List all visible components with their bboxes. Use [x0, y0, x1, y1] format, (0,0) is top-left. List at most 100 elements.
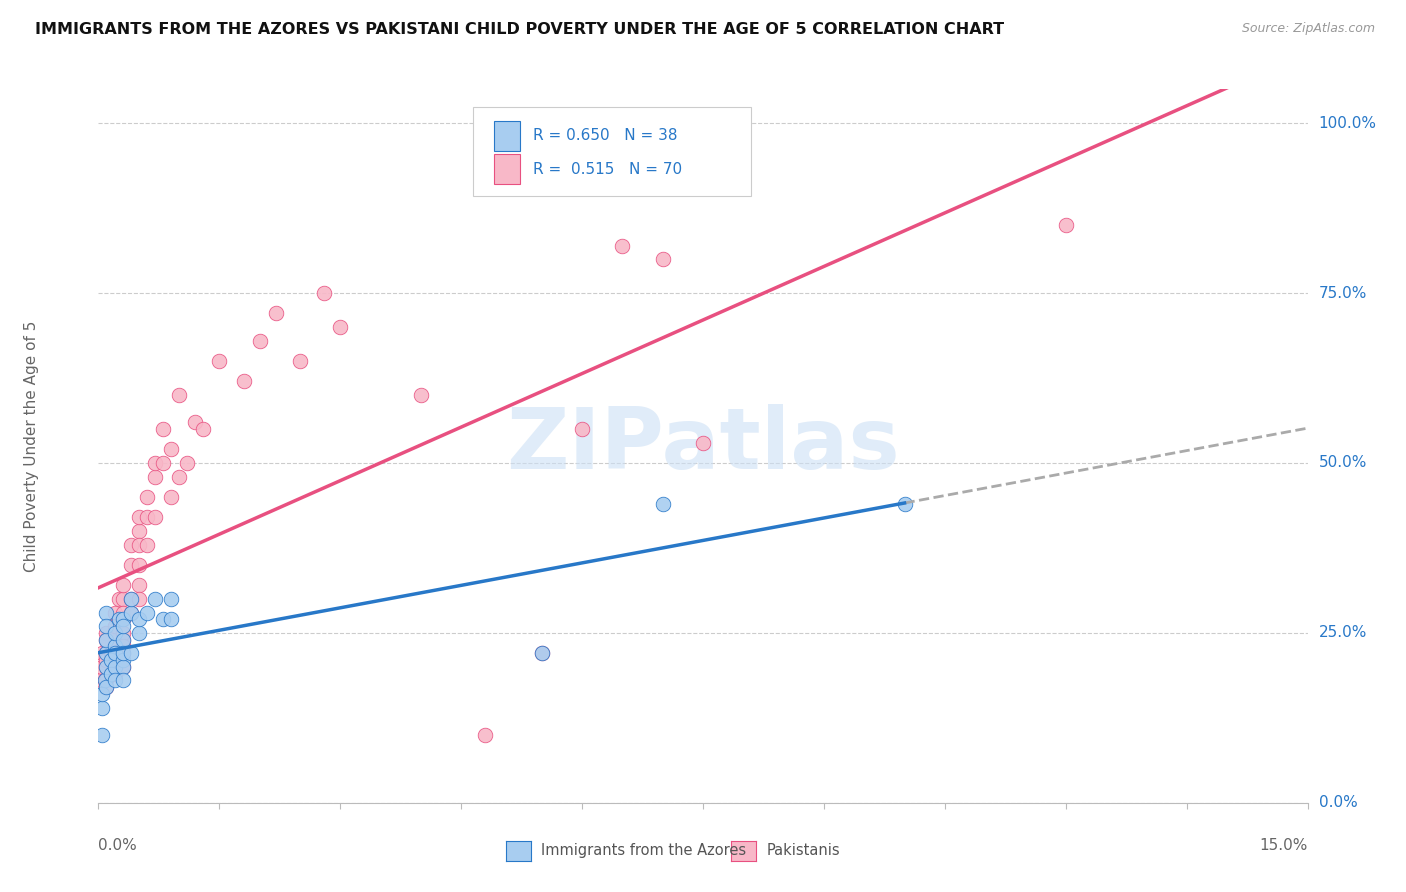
- Point: [314, 286, 336, 301]
- Point: [111, 632, 134, 647]
- Point: [530, 646, 553, 660]
- Point: [103, 626, 125, 640]
- Point: [111, 612, 134, 626]
- Point: [120, 537, 142, 551]
- Point: [111, 606, 134, 620]
- Point: [143, 469, 166, 483]
- Point: [128, 558, 150, 572]
- Point: [103, 619, 125, 633]
- Point: [120, 606, 142, 620]
- Point: [111, 612, 134, 626]
- Point: [96, 653, 118, 667]
- Point: [111, 653, 134, 667]
- Point: [107, 612, 129, 626]
- Point: [893, 497, 915, 511]
- Point: [160, 612, 183, 626]
- Point: [111, 626, 134, 640]
- Point: [120, 646, 142, 660]
- Point: [103, 646, 125, 660]
- Text: 15.0%: 15.0%: [1260, 838, 1308, 853]
- Point: [329, 320, 352, 334]
- Point: [135, 510, 157, 524]
- Point: [160, 490, 183, 504]
- Point: [571, 422, 593, 436]
- Text: R =  0.515   N = 70: R = 0.515 N = 70: [533, 161, 682, 177]
- Point: [128, 591, 150, 606]
- Point: [111, 578, 134, 592]
- Point: [651, 497, 673, 511]
- Text: IMMIGRANTS FROM THE AZORES VS PAKISTANI CHILD POVERTY UNDER THE AGE OF 5 CORRELA: IMMIGRANTS FROM THE AZORES VS PAKISTANI …: [35, 22, 1004, 37]
- Point: [128, 510, 150, 524]
- Point: [111, 591, 134, 606]
- Point: [264, 306, 287, 320]
- Point: [111, 660, 134, 674]
- Point: [96, 632, 118, 647]
- Point: [96, 646, 118, 660]
- Point: [135, 537, 157, 551]
- Point: [409, 388, 432, 402]
- Text: ZIPatlas: ZIPatlas: [506, 404, 900, 488]
- Point: [176, 456, 198, 470]
- Point: [120, 558, 142, 572]
- Point: [1054, 218, 1077, 232]
- Point: [103, 646, 125, 660]
- Point: [111, 646, 134, 660]
- Point: [128, 524, 150, 538]
- Point: [288, 354, 311, 368]
- Point: [91, 687, 114, 701]
- Point: [100, 666, 122, 681]
- Point: [128, 537, 150, 551]
- Point: [91, 646, 114, 660]
- Point: [651, 252, 673, 266]
- Point: [208, 354, 231, 368]
- Point: [120, 606, 142, 620]
- Point: [103, 666, 125, 681]
- Text: 25.0%: 25.0%: [1319, 625, 1367, 640]
- Point: [692, 435, 714, 450]
- Text: R = 0.650   N = 38: R = 0.650 N = 38: [533, 128, 678, 143]
- Point: [96, 673, 118, 688]
- Point: [160, 442, 183, 457]
- Text: Child Poverty Under the Age of 5: Child Poverty Under the Age of 5: [24, 320, 39, 572]
- Text: 50.0%: 50.0%: [1319, 456, 1367, 470]
- Point: [96, 626, 118, 640]
- Point: [103, 640, 125, 654]
- Point: [94, 673, 117, 688]
- Point: [120, 591, 142, 606]
- Text: 100.0%: 100.0%: [1319, 116, 1376, 131]
- Point: [128, 612, 150, 626]
- Point: [96, 680, 118, 694]
- Point: [143, 510, 166, 524]
- Point: [90, 673, 112, 688]
- Point: [103, 626, 125, 640]
- Point: [103, 660, 125, 674]
- Point: [91, 728, 114, 742]
- Point: [94, 673, 117, 688]
- Text: Pakistanis: Pakistanis: [766, 844, 839, 858]
- Point: [100, 653, 122, 667]
- Point: [135, 606, 157, 620]
- Point: [120, 591, 142, 606]
- Point: [193, 422, 215, 436]
- Point: [103, 653, 125, 667]
- Point: [111, 632, 134, 647]
- Point: [167, 469, 190, 483]
- Point: [96, 646, 118, 660]
- Text: 75.0%: 75.0%: [1319, 285, 1367, 301]
- Point: [96, 606, 118, 620]
- Point: [103, 606, 125, 620]
- Point: [160, 591, 183, 606]
- Point: [100, 646, 122, 660]
- Text: Source: ZipAtlas.com: Source: ZipAtlas.com: [1241, 22, 1375, 36]
- Point: [128, 626, 150, 640]
- Point: [143, 456, 166, 470]
- Point: [96, 680, 118, 694]
- Point: [103, 673, 125, 688]
- Point: [232, 375, 254, 389]
- Point: [96, 660, 118, 674]
- Point: [111, 646, 134, 660]
- Point: [111, 640, 134, 654]
- Point: [249, 334, 271, 348]
- Point: [111, 660, 134, 674]
- FancyBboxPatch shape: [474, 107, 751, 196]
